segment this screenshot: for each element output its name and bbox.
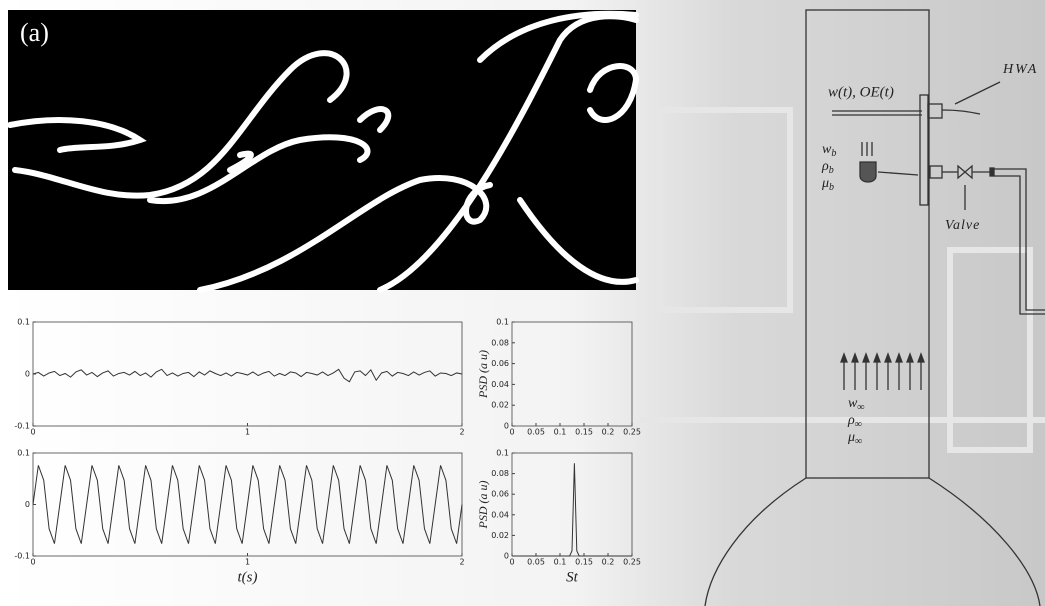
variable-sub: b [829,165,834,176]
y-tick-label: 0 [25,500,30,509]
y-axis-label: PSD (a u) [476,350,490,399]
variable-base: μ [847,430,855,445]
y-tick-label: 0.08 [491,338,509,347]
x-tick-label: 2 [459,428,464,437]
y-tick-label: 0.04 [491,380,509,389]
x-tick-label: 0.25 [623,428,641,437]
x-tick-label: 0.2 [602,428,615,437]
figure: (a) w(t), OE(t) HWA Valve wbρbμbw∞ρ∞μ∞ 0… [0,0,1045,606]
y-tick-label: -0.1 [14,422,30,431]
x-tick-label: 0 [30,428,35,437]
probe-signal: w(t), OE(t) [828,84,894,100]
x-axis-label: St [566,569,579,585]
x-tick-label: 0.15 [575,428,593,437]
y-tick-label: 0.02 [491,531,509,540]
y-tick-label: 0.1 [17,318,30,327]
x-tick-label: 0 [509,428,514,437]
y-tick-label: 0 [25,370,30,379]
x-tick-label: 0.25 [623,558,641,567]
y-tick-label: 0.04 [491,510,509,519]
x-tick-label: 0.15 [575,558,593,567]
y-tick-label: 0.1 [17,449,30,458]
page: (a) w(t), OE(t) HWA Valve wbρbμbw∞ρ∞μ∞ 0… [0,0,1045,606]
x-tick-label: 0 [509,558,514,567]
y-tick-label: 0.06 [491,490,509,499]
y-tick-label: 0.08 [491,469,509,478]
y-tick-label: -0.1 [14,552,30,561]
x-tick-label: 2 [459,558,464,567]
variable-sub: b [831,148,836,159]
x-tick-label: 0.1 [554,558,567,567]
x-tick-label: 0.05 [527,428,545,437]
x-tick-label: 0.2 [602,558,615,567]
variable-sub: ∞ [857,402,864,413]
y-tick-label: 0.02 [491,401,509,410]
x-tick-label: 0.05 [527,558,545,567]
sensor-label: HWA [1002,62,1038,77]
y-tick-label: 0 [504,552,509,561]
variable-sub: ∞ [855,419,862,430]
y-tick-label: 0 [504,422,509,431]
y-tick-label: 0.1 [496,449,509,458]
variable-sub: b [829,182,834,193]
x-axis-label: t(s) [238,569,258,585]
variable-base: μ [821,176,829,191]
flow-photo: (a) [8,10,636,290]
y-tick-label: 0.06 [491,359,509,368]
x-tick-label: 0 [30,558,35,567]
variable-sub: ∞ [855,436,862,447]
x-tick-label: 1 [245,558,250,567]
x-tick-label: 0.1 [554,428,567,437]
valve-label: Valve [945,218,980,233]
x-tick-label: 1 [245,428,250,437]
y-tick-label: 0.1 [496,318,509,327]
y-axis-label: PSD (a u) [476,481,490,530]
panel-label: (a) [20,18,49,47]
